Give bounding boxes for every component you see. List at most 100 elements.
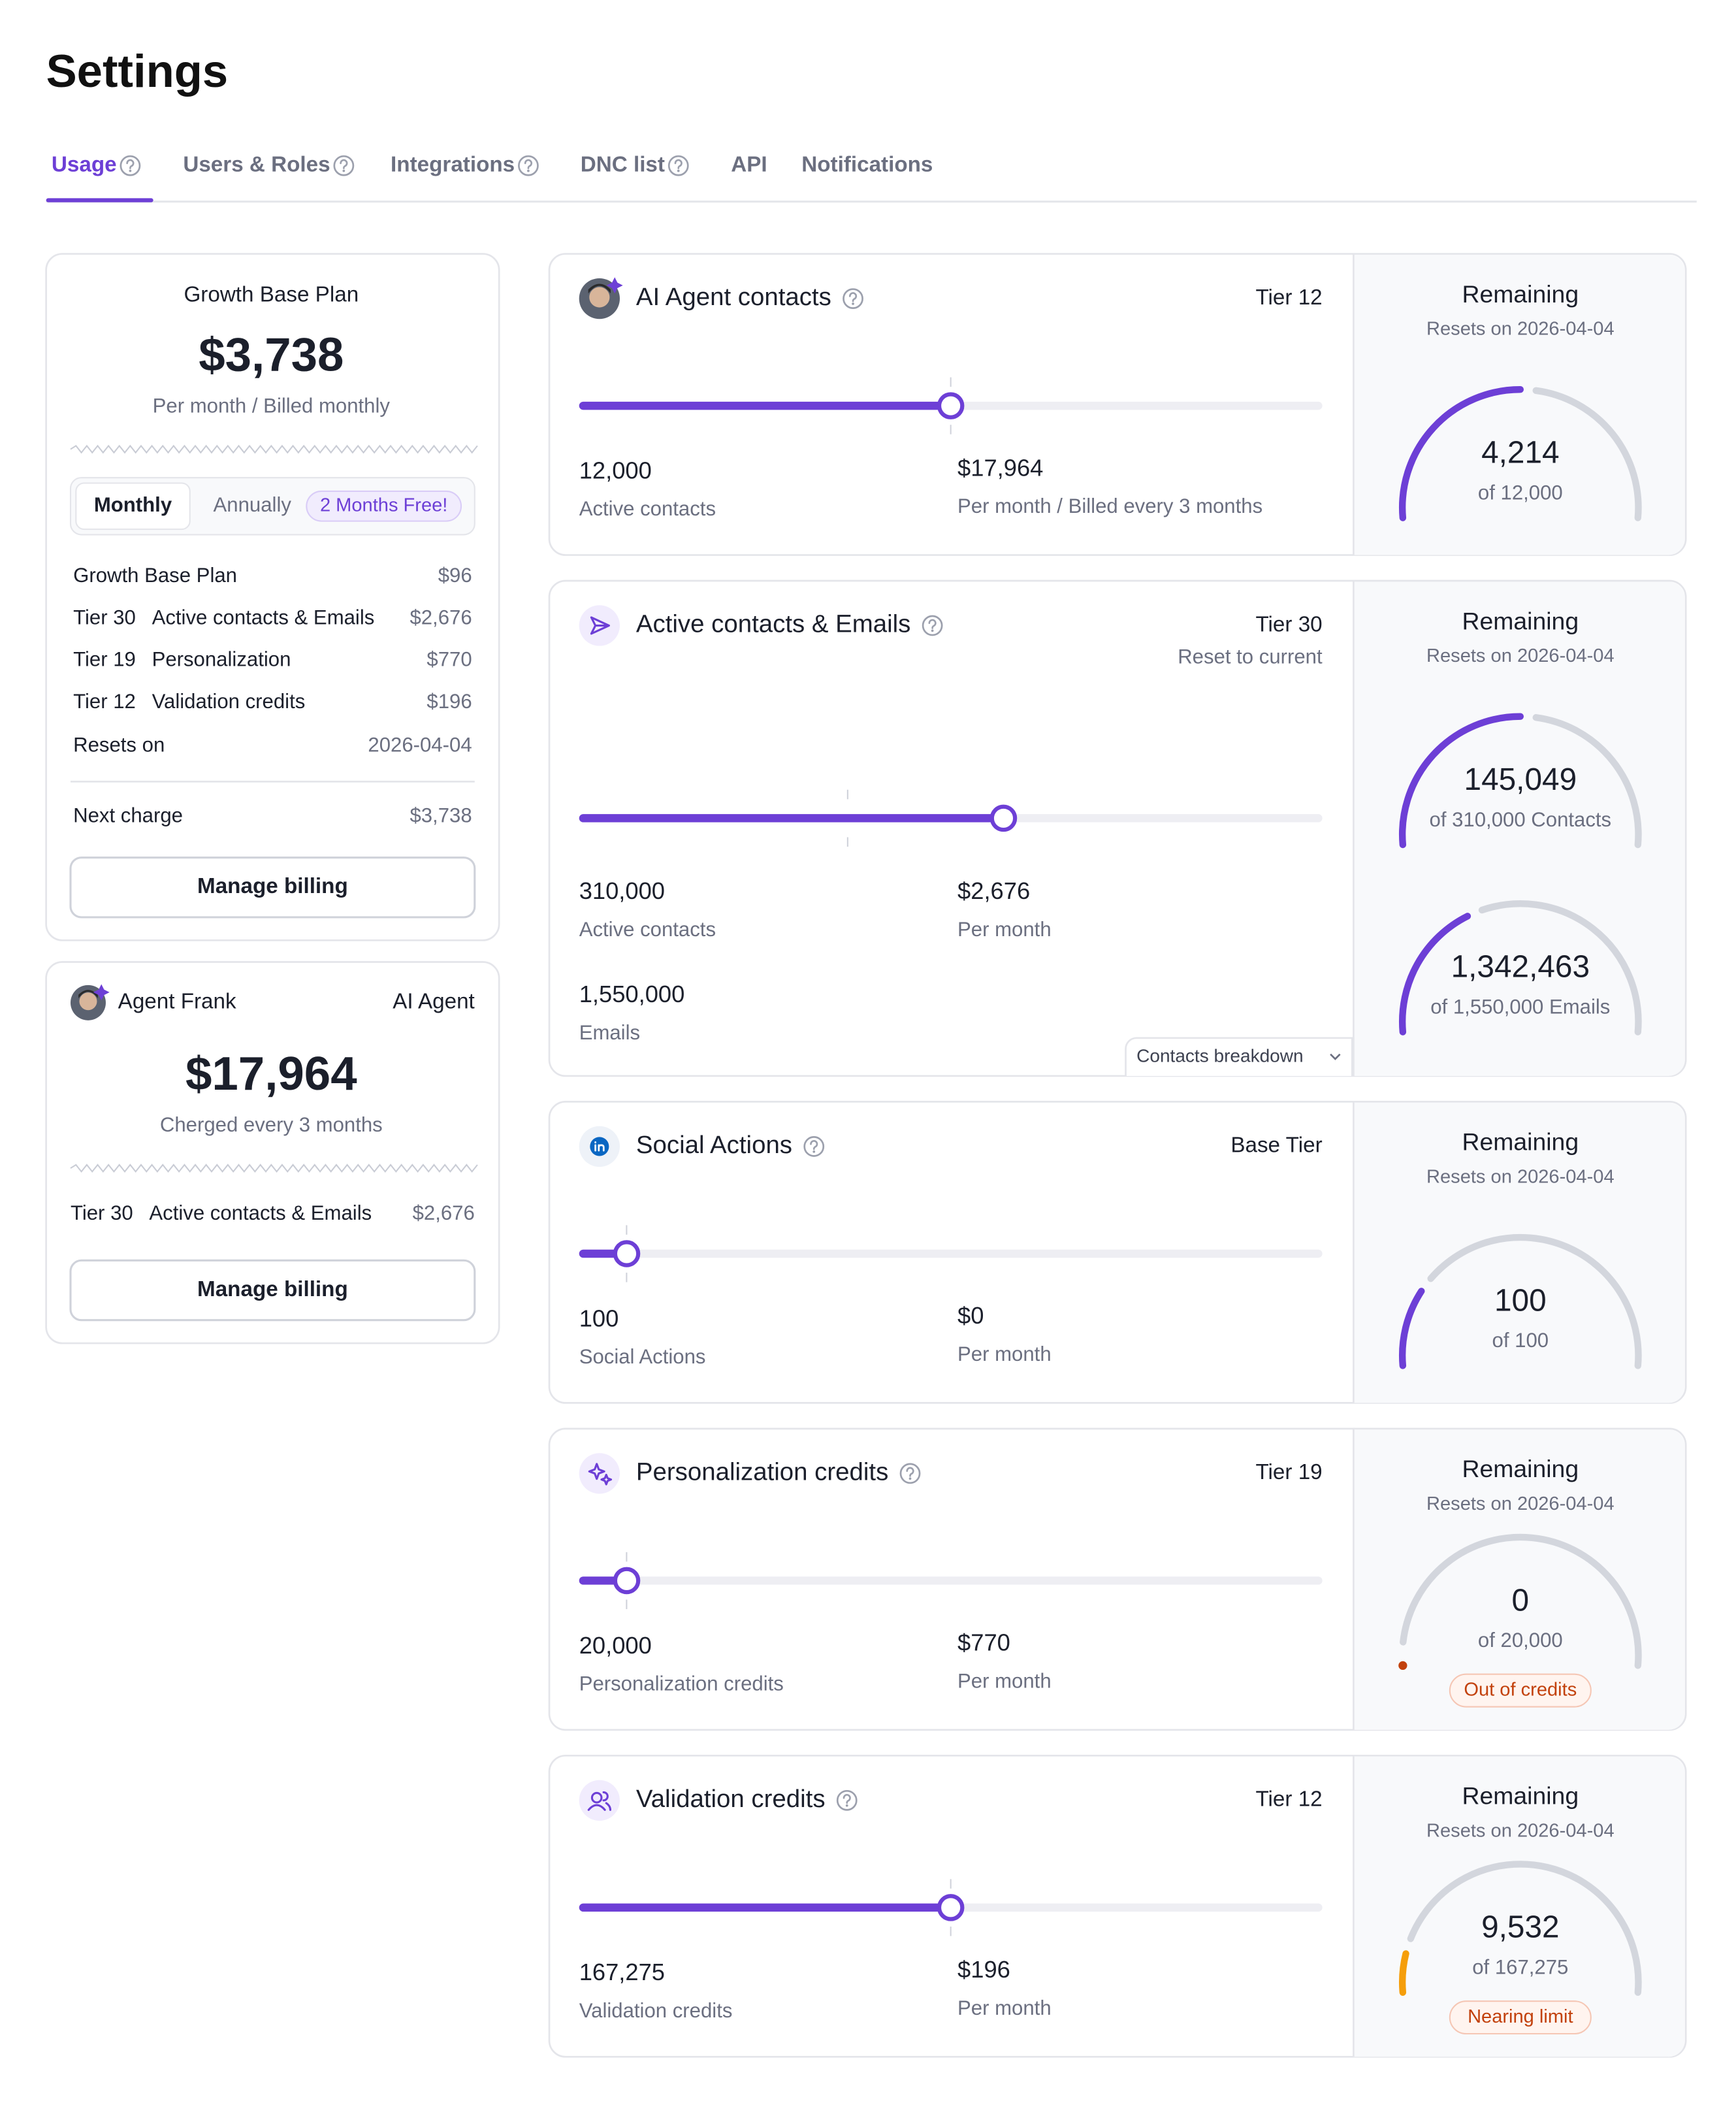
gauge-total: of 167,275 (1472, 1956, 1568, 1979)
button-label[interactable]: Manage billing (197, 1277, 348, 1301)
slider-handle[interactable] (937, 392, 965, 419)
plan-card (45, 253, 500, 941)
help-icon[interactable] (518, 155, 539, 176)
stat-value: 100 (579, 1305, 619, 1331)
help-circle (922, 615, 943, 636)
toggle-option[interactable]: Monthly (94, 493, 172, 516)
help-icon[interactable] (333, 155, 355, 176)
tier-label: Tier 19 (1255, 1460, 1322, 1484)
slider-handle[interactable] (613, 1567, 641, 1595)
gauge-track (1400, 1533, 1642, 1669)
card-icon (590, 616, 610, 635)
stat-value: $17,964 (957, 454, 1043, 481)
help-circle (667, 155, 689, 176)
help-icon[interactable] (922, 615, 943, 636)
promo-text: 2 Months Free! (320, 495, 447, 515)
remaining-title: Remaining (1462, 1128, 1579, 1156)
help-mark (524, 159, 533, 169)
card-icon (588, 1463, 613, 1486)
button-label[interactable]: Manage billing (197, 874, 348, 898)
breakdown-label[interactable]: Contacts breakdown (1136, 1045, 1303, 1066)
help-icon[interactable] (120, 155, 141, 176)
remaining-title: Remaining (1462, 607, 1579, 634)
help-icon[interactable] (667, 155, 689, 176)
help-mark (340, 159, 348, 169)
tier-label: Tier 30 (73, 606, 136, 628)
help-icon[interactable] (843, 288, 863, 309)
help-icon[interactable] (803, 1136, 825, 1157)
tab[interactable]: API (731, 152, 767, 176)
tab[interactable]: DNC list (581, 152, 665, 176)
reset-date: Resets on 2026-04-04 (1426, 319, 1615, 340)
tab[interactable]: Integrations (391, 152, 515, 176)
agent-billing: Cherged every 3 months (160, 1113, 383, 1136)
next-charge-label: Next charge (73, 804, 183, 827)
zigzag-divider (70, 1164, 478, 1173)
status-text: Out of credits (1464, 1679, 1577, 1700)
reset-link[interactable]: Reset to current (1178, 645, 1323, 668)
gauge-track (1427, 1233, 1642, 1369)
stat-value: 20,000 (579, 1632, 652, 1659)
gauge-track (1532, 714, 1642, 849)
gauge-value: 0 (1512, 1583, 1530, 1618)
remaining-panel (1353, 255, 1685, 555)
gauge-track (1478, 900, 1642, 1035)
help-dot (677, 169, 680, 172)
help-circle (836, 1789, 858, 1811)
slider-fill (579, 1903, 951, 1912)
gauge-value: 145,049 (1464, 762, 1577, 797)
tier-label: Tier 12 (73, 690, 136, 713)
help-dot (812, 1150, 816, 1153)
tab[interactable]: Notifications (801, 152, 933, 176)
tier-label: Tier 30 (1255, 612, 1322, 636)
stat-label: Per month (957, 1996, 1052, 2019)
slider-track (579, 1249, 1323, 1258)
gauge-value: 4,214 (1481, 436, 1560, 470)
button[interactable] (69, 856, 476, 919)
gauge-total: of 1,550,000 Emails (1430, 995, 1610, 1018)
item-amount: $96 (438, 564, 472, 587)
tab[interactable]: Usage (52, 152, 117, 176)
slider-fill (579, 401, 951, 410)
slider-handle[interactable] (989, 804, 1018, 832)
gauge-used (1399, 713, 1524, 849)
item-name: Growth Base Plan (73, 564, 237, 587)
help-icon[interactable] (899, 1463, 921, 1484)
item-name: Active contacts & Emails (149, 1201, 372, 1224)
slider-handle[interactable] (613, 1240, 641, 1267)
gauge-used (1399, 913, 1471, 1035)
slider-handle[interactable] (937, 1894, 965, 1921)
help-dot (342, 169, 346, 172)
help-dot (129, 169, 132, 172)
plan-title: Growth Base Plan (184, 283, 359, 307)
breakdown-button[interactable] (1125, 1037, 1353, 1076)
tab[interactable]: Users & Roles (183, 152, 330, 176)
remaining-panel (1353, 1429, 1685, 1730)
help-icon[interactable] (836, 1789, 858, 1811)
help-dot (845, 1804, 848, 1807)
toggle-option[interactable]: Annually (214, 493, 292, 516)
button[interactable] (69, 1259, 476, 1322)
item-amount: 2026-04-04 (368, 734, 472, 757)
slider-fill (579, 814, 1004, 823)
promo-badge (306, 490, 462, 522)
item-name: Resets on (73, 734, 165, 757)
linkedin-glyph (594, 1141, 605, 1152)
remaining-panel (1353, 1102, 1685, 1403)
agent-name: Agent Frank (118, 990, 236, 1014)
card-title: Personalization credits (636, 1458, 888, 1486)
card-title: Active contacts & Emails (636, 610, 910, 638)
reset-date: Resets on 2026-04-04 (1426, 645, 1615, 666)
help-mark (674, 159, 683, 169)
toggle-active[interactable] (75, 482, 191, 530)
tier-label: Base Tier (1230, 1133, 1322, 1158)
remaining-title: Remaining (1462, 1455, 1579, 1482)
gauge-value: 100 (1494, 1283, 1547, 1318)
tier-label: Tier 12 (1255, 1787, 1322, 1812)
item-amount: $770 (426, 648, 472, 671)
help-circle (899, 1463, 921, 1484)
gauge-total: of 20,000 (1478, 1629, 1563, 1652)
slider-track (579, 1576, 1323, 1585)
stat-label: Per month (957, 1343, 1052, 1365)
item-amount: $196 (426, 690, 472, 713)
